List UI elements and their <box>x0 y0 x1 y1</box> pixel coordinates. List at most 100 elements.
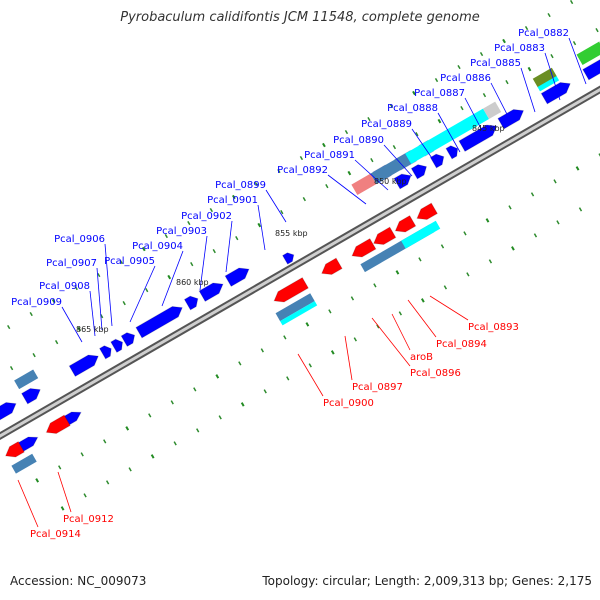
tick-mark <box>575 166 580 171</box>
reverse-gene[interactable] <box>273 276 309 303</box>
forward-gene[interactable] <box>135 305 183 339</box>
tick-mark <box>148 413 152 418</box>
gene-label[interactable]: aroB <box>410 352 433 363</box>
forward-gene[interactable] <box>198 282 224 303</box>
leader-line <box>129 265 156 323</box>
gene-label[interactable]: Pcal_0902 <box>181 211 232 222</box>
tick-mark <box>254 181 259 187</box>
reverse-gene[interactable] <box>373 226 397 246</box>
tick-mark <box>322 142 326 148</box>
rna-bar <box>401 220 441 249</box>
tick-mark <box>260 348 264 353</box>
forward-gene[interactable] <box>429 153 445 169</box>
tick-mark <box>353 337 357 342</box>
tick-mark <box>463 231 467 236</box>
gene-label[interactable]: Pcal_0904 <box>132 241 183 252</box>
tick-mark <box>373 283 377 288</box>
gene-label[interactable]: Pcal_0887 <box>414 88 465 99</box>
gene-label[interactable]: Pcal_0907 <box>46 258 97 269</box>
forward-gene[interactable] <box>540 81 571 105</box>
misc-block <box>532 67 557 88</box>
gene-label[interactable]: Pcal_0891 <box>304 150 355 161</box>
gene-label[interactable]: Pcal_0894 <box>436 339 487 350</box>
forward-gene[interactable] <box>582 57 600 81</box>
forward-gene[interactable] <box>445 145 459 160</box>
tick-mark <box>511 246 515 251</box>
gene-label[interactable]: Pcal_0906 <box>54 234 105 245</box>
gene-label[interactable]: Pcal_0886 <box>440 73 491 84</box>
forward-gene[interactable] <box>281 252 295 265</box>
gene-label[interactable]: Pcal_0888 <box>387 103 438 114</box>
gene-label[interactable]: Pcal_0909 <box>11 297 62 308</box>
rna-bar <box>280 301 318 326</box>
gene-labels: Pcal_0882 Pcal_0883 Pcal_0885 Pcal_0886 Pcal… <box>11 28 587 540</box>
tick-mark <box>420 298 425 303</box>
forward-gene[interactable] <box>410 164 428 180</box>
leader-line <box>297 353 324 397</box>
gene-label[interactable]: Pcal_0885 <box>470 58 521 69</box>
tick-mark <box>398 311 402 316</box>
forward-gene[interactable] <box>0 401 17 421</box>
forward-gene[interactable] <box>20 387 41 405</box>
tick-mark <box>83 493 87 498</box>
reverse-gene[interactable] <box>394 214 417 233</box>
gene-label[interactable]: Pcal_0908 <box>39 281 90 292</box>
forward-gene[interactable] <box>458 124 498 153</box>
gene-label[interactable]: Pcal_0892 <box>277 165 328 176</box>
tick-mark <box>141 246 146 252</box>
tick-mark <box>240 402 245 407</box>
rrna-block <box>351 173 377 196</box>
reverse-gene[interactable] <box>351 237 377 258</box>
gene-label[interactable]: Pcal_0893 <box>468 322 519 333</box>
leader-line <box>257 204 266 251</box>
tick-mark <box>328 309 332 314</box>
reverse-gene[interactable] <box>4 440 25 458</box>
reverse-gene[interactable] <box>45 414 71 435</box>
tick-mark <box>187 220 191 226</box>
forward-gene[interactable] <box>224 267 250 288</box>
gene-label[interactable]: Pcal_0882 <box>518 28 569 39</box>
gene-label[interactable]: Pcal_0897 <box>352 382 403 393</box>
accession-text: Accession: NC_009073 <box>10 574 147 588</box>
forward-gene[interactable] <box>393 173 412 190</box>
tick-mark <box>466 272 470 277</box>
tick-mark <box>434 77 439 83</box>
tick-mark <box>74 285 78 291</box>
forward-gene[interactable] <box>120 332 136 348</box>
tick-mark <box>578 207 583 212</box>
tick-mark <box>479 51 484 57</box>
gene-label[interactable]: Pcal_0889 <box>361 119 412 130</box>
tick-mark <box>190 261 194 267</box>
tick-mark <box>569 0 574 5</box>
tick-mark <box>347 170 352 176</box>
forward-gene[interactable] <box>497 108 525 130</box>
gene-label[interactable]: Pcal_0905 <box>104 256 155 267</box>
forward-gene[interactable] <box>98 345 112 360</box>
tick-mark <box>212 248 216 254</box>
gene-label[interactable]: Pcal_0900 <box>323 398 374 409</box>
tick-mark <box>595 27 599 33</box>
forward-gene[interactable] <box>183 295 199 311</box>
tick-mark <box>150 454 155 459</box>
tick-mark <box>350 296 355 301</box>
gene-label[interactable]: Pcal_0883 <box>494 43 545 54</box>
gene-label[interactable]: Pcal_0899 <box>215 180 266 191</box>
gene-label[interactable]: Pcal_0914 <box>30 529 81 540</box>
reverse-gene[interactable] <box>321 257 343 276</box>
gene-label[interactable]: Pcal_0912 <box>63 514 114 525</box>
gene-label[interactable]: Pcal_0901 <box>207 195 258 206</box>
backbone <box>0 85 600 441</box>
gene-label[interactable]: Pcal_0903 <box>156 226 207 237</box>
forward-gene[interactable] <box>110 338 124 354</box>
tick-mark <box>209 207 213 213</box>
reverse-gene[interactable] <box>416 202 439 221</box>
gene-label[interactable]: Pcal_0890 <box>333 135 384 146</box>
forward-gene[interactable] <box>68 354 99 378</box>
leader-line <box>199 235 208 291</box>
tick-mark <box>485 218 490 223</box>
leader-line <box>371 317 411 367</box>
leader-line <box>344 335 353 381</box>
tick-mark <box>238 361 242 366</box>
tick-mark <box>280 209 284 215</box>
gene-label[interactable]: Pcal_0896 <box>410 368 461 379</box>
